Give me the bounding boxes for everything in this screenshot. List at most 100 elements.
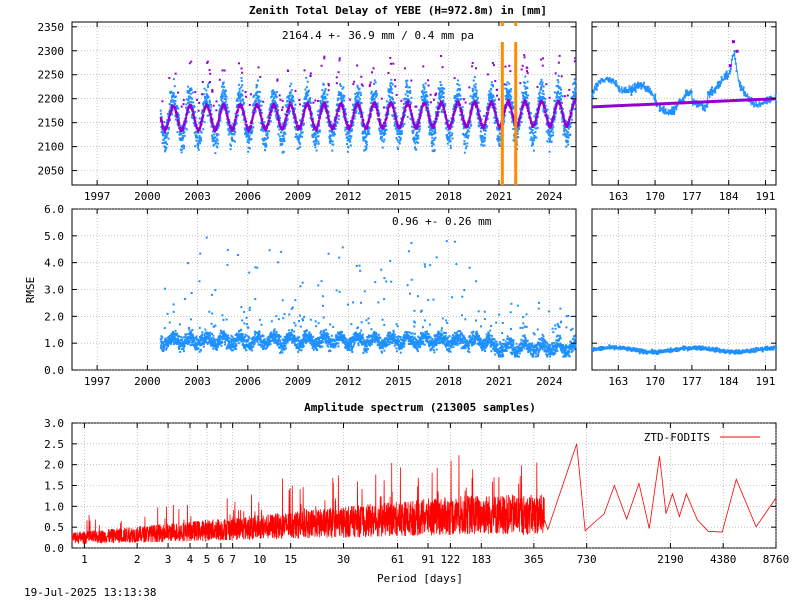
- ztd-observation-point: [207, 86, 210, 89]
- ztd-model-point: [522, 103, 525, 106]
- ztd-model-point: [555, 104, 558, 107]
- ztd-model-point: [384, 119, 387, 122]
- ztd-observation-point: [195, 134, 198, 137]
- ztd-observation-point: [197, 131, 200, 134]
- ztd-model-point: [453, 112, 456, 115]
- ztd-model-point: [285, 117, 288, 120]
- ztd-observation-point: [499, 145, 502, 148]
- ztd-model-point: [170, 109, 173, 112]
- ztd-observation-point: [567, 131, 570, 134]
- ztd-outlier-point: [495, 94, 498, 97]
- ztd-observation-point: [362, 138, 365, 141]
- ztd-model-point: [310, 113, 313, 116]
- ztd-model-point: [547, 122, 550, 125]
- ztd-observation-point: [314, 133, 317, 136]
- ztd-observation-point: [390, 82, 393, 85]
- ztd-observation-point: [496, 138, 499, 141]
- ztd-observation-point: [353, 114, 356, 117]
- ztd-model-point: [550, 125, 553, 128]
- ztd-observation-point: [573, 78, 576, 81]
- ztd-observation-point: [285, 123, 288, 126]
- ztd-observation-point: [205, 89, 208, 92]
- ztd-model-point: [250, 120, 253, 123]
- ztd-observation-point: [376, 102, 379, 105]
- ztd-model-point: [454, 106, 457, 109]
- ztd-observation-point: [218, 124, 221, 127]
- ztd-observation-point: [446, 138, 449, 141]
- ztd-observation-point: [440, 96, 443, 99]
- ztd-model-point: [523, 101, 526, 104]
- ztd-observation-point: [558, 97, 561, 100]
- ztd-model-point: [384, 121, 387, 124]
- ztd-observation-point: [390, 88, 393, 91]
- ztd-observation-point: [302, 124, 305, 127]
- ztd-observation-point: [557, 74, 560, 77]
- ztd-model-point: [546, 119, 549, 122]
- ztd-observation-point: [329, 134, 332, 137]
- ztd-model-point: [369, 114, 372, 117]
- ztd-observation-point: [506, 94, 509, 97]
- ztd-outlier-point: [497, 98, 500, 101]
- ztd-model-point: [538, 104, 541, 107]
- ztd-observation-point: [289, 92, 292, 95]
- ztd-model-point: [506, 103, 509, 106]
- ztd-model-point: [559, 104, 562, 107]
- ztd-observation-point: [549, 135, 552, 138]
- ztd-observation-point: [191, 91, 194, 94]
- ztd-observation-point: [286, 103, 289, 106]
- ztd-observation-point: [524, 96, 527, 99]
- ztd-outlier-point: [415, 105, 418, 108]
- ztd-model-point: [534, 120, 537, 123]
- ztd-observation-point: [219, 105, 222, 108]
- ztd-observation-point: [407, 91, 410, 94]
- ztd-observation-point: [337, 97, 340, 100]
- ztd-observation-point: [461, 109, 464, 112]
- ztd-observation-point: [311, 134, 314, 137]
- ztd-observation-point: [205, 99, 208, 102]
- ztd-observation-point: [427, 103, 430, 106]
- ztd-model-point: [562, 115, 565, 118]
- ztd-observation-point: [469, 123, 472, 126]
- ztd-observation-point: [531, 142, 534, 145]
- ztd-observation-point: [243, 110, 246, 113]
- ztd-observation-point: [444, 122, 447, 125]
- ztd-observation-point: [298, 137, 301, 140]
- ztd-outlier-point: [215, 109, 218, 112]
- ztd-observation-point: [297, 147, 300, 150]
- ztd-observation-point: [449, 140, 452, 143]
- ztd-observation-point: [405, 82, 408, 85]
- ztd-observation-point: [411, 122, 414, 125]
- ztd-observation-point: [300, 127, 303, 130]
- ztd-observation-point: [273, 110, 276, 113]
- ztd-observation-point: [360, 123, 363, 126]
- ztd-outlier-point: [335, 82, 338, 85]
- ztd-outlier-point: [208, 68, 211, 71]
- ztd-observation-point: [335, 125, 338, 128]
- ztd-observation-point: [263, 121, 266, 124]
- ztd-observation-point: [246, 133, 249, 136]
- ztd-observation-point: [355, 95, 358, 98]
- ztd-observation-point: [529, 132, 532, 135]
- ztd-observation-point: [346, 120, 349, 123]
- ztd-observation-point: [423, 91, 426, 94]
- ztd-observation-point: [200, 139, 203, 142]
- ztd-observation-point: [545, 130, 548, 133]
- ztd-model-point: [461, 112, 464, 115]
- ztd-observation-point: [510, 88, 513, 91]
- ztd-observation-point: [521, 113, 524, 116]
- ztd-observation-point: [490, 88, 493, 91]
- ztd-model-point: [342, 108, 345, 111]
- ztd-observation-point: [292, 100, 295, 103]
- ztd-model-point: [386, 113, 389, 116]
- ztd-model-point: [341, 104, 344, 107]
- ztd-outlier-point: [209, 72, 212, 75]
- ztd-model-point: [284, 119, 287, 122]
- ztd-observation-point: [553, 91, 556, 94]
- ztd-model-point: [237, 108, 240, 111]
- ztd-observation-point: [315, 149, 318, 152]
- ztd-observation-point: [274, 93, 277, 96]
- ztd-model-point: [468, 121, 471, 124]
- ztd-model-point: [217, 122, 220, 125]
- ztd-observation-point: [349, 144, 352, 147]
- ztd-observation-point: [344, 108, 347, 111]
